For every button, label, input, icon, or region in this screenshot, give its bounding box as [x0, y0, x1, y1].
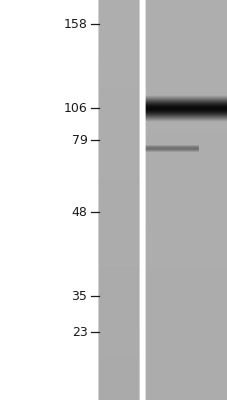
Text: 23: 23 [71, 326, 87, 338]
Text: 158: 158 [63, 18, 87, 30]
Text: 79: 79 [71, 134, 87, 146]
Text: 106: 106 [63, 102, 87, 114]
Text: 48: 48 [71, 206, 87, 218]
Text: 35: 35 [71, 290, 87, 302]
